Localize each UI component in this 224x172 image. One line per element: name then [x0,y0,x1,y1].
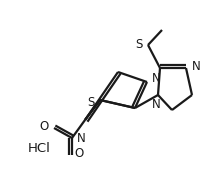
Text: S: S [136,39,143,51]
Text: N: N [192,61,201,73]
Text: S: S [88,95,95,109]
Text: N: N [152,98,160,111]
Text: N: N [152,73,161,85]
Text: O: O [40,121,49,133]
Text: O: O [74,147,83,160]
Text: N: N [77,132,86,144]
Text: HCl: HCl [28,142,51,154]
